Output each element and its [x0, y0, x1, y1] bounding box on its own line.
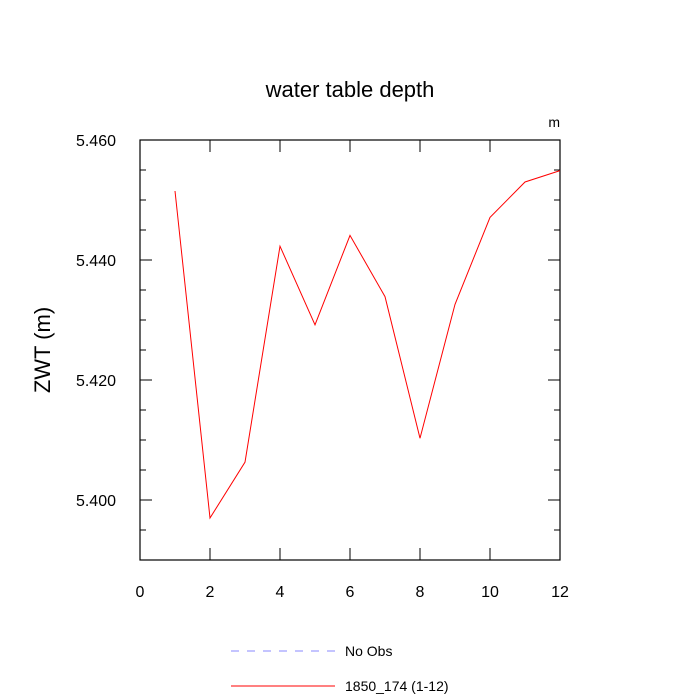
y-tick-label: 5.460: [76, 133, 116, 150]
legend-label: No Obs: [345, 643, 392, 659]
y-tick-label: 5.440: [76, 253, 116, 270]
axis-tick-labels: 0 2 4 6 8 10 12 5.400 5.420 5.440 5.460: [76, 133, 569, 601]
plot-frame: [139, 139, 561, 561]
units-label: m: [548, 114, 560, 130]
y-tick-label: 5.400: [76, 493, 116, 510]
x-tick-label: 12: [551, 584, 569, 601]
y-tick-label: 5.420: [76, 373, 116, 390]
x-tick-label: 4: [276, 584, 285, 601]
series-line: [174, 170, 561, 520]
x-tick-label: 0: [136, 584, 145, 601]
x-tick-label: 6: [346, 584, 355, 601]
legend: No Obs 1850_174 (1-12): [231, 643, 449, 694]
x-tick-label: 2: [206, 584, 215, 601]
legend-label: 1850_174 (1-12): [345, 678, 449, 694]
y-axis-label: ZWT (m): [30, 307, 55, 393]
series-lines: [174, 170, 561, 520]
axis-ticks: [139, 139, 561, 561]
x-tick-label: 8: [416, 584, 425, 601]
chart-title: water table depth: [265, 77, 435, 102]
x-tick-label: 10: [481, 584, 499, 601]
